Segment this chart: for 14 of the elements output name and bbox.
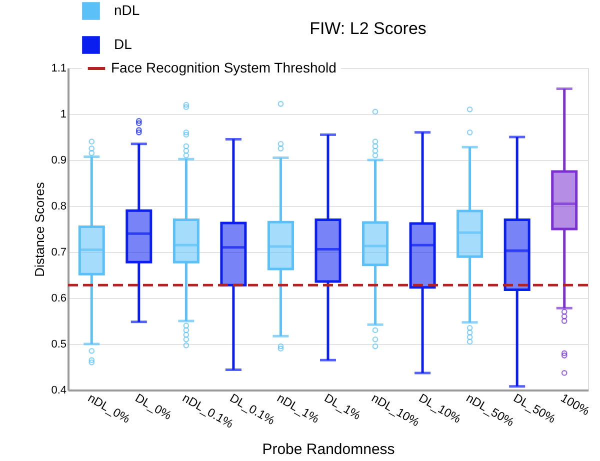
- y-tick-label: 0.5: [51, 338, 66, 350]
- legend-label: DL: [114, 36, 132, 52]
- y-tick-label: 0.9: [51, 154, 66, 166]
- chart-title: FIW: L2 Scores: [310, 19, 426, 38]
- y-tick-label: 1: [60, 108, 66, 120]
- x-axis-title: Probe Randomness: [262, 441, 395, 458]
- y-tick-label: 0.7: [51, 246, 66, 258]
- y-tick-label: 1.1: [51, 62, 66, 74]
- legend-label: Face Recognition System Threshold: [111, 60, 336, 76]
- y-tick-label: 0.8: [51, 200, 66, 212]
- y-tick-label: 0.6: [51, 292, 66, 304]
- legend-label: nDL: [114, 2, 140, 18]
- y-tick-label: 0.4: [51, 384, 66, 396]
- y-axis-title: Distance Scores: [32, 182, 48, 277]
